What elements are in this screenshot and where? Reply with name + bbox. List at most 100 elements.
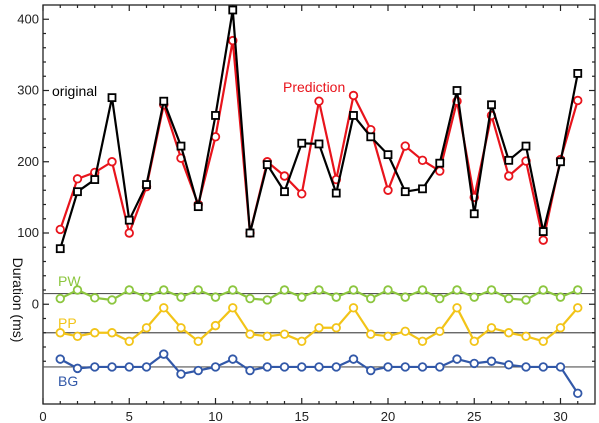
annotation-bg: BG <box>58 373 78 389</box>
x-tick-label: 5 <box>126 409 133 423</box>
point-prediction <box>348 90 359 101</box>
point-bg <box>279 362 290 372</box>
point-prediction <box>383 185 393 195</box>
point-prediction <box>538 235 548 245</box>
point-original <box>73 187 82 197</box>
point-pw <box>331 292 341 302</box>
point-pp <box>279 329 290 339</box>
y-tick-label: 100 <box>17 225 39 240</box>
point-pw <box>452 285 462 295</box>
point-pw <box>366 293 376 304</box>
point-pp <box>228 303 238 313</box>
point-original <box>418 184 427 194</box>
point-original <box>142 180 151 189</box>
point-pw <box>469 292 479 302</box>
point-pp <box>538 336 548 346</box>
point-pw <box>400 292 410 302</box>
x-tick-label: 20 <box>381 409 395 423</box>
point-bg <box>469 358 479 369</box>
point-bg <box>348 354 359 364</box>
point-original <box>538 227 548 236</box>
point-original <box>228 5 238 15</box>
y-tick-label: 400 <box>17 11 39 26</box>
point-bg <box>383 362 393 372</box>
point-bg <box>262 362 272 372</box>
point-bg <box>72 363 83 374</box>
point-pp <box>521 331 531 342</box>
point-original <box>400 187 410 197</box>
point-prediction <box>297 189 307 199</box>
point-bg <box>193 365 203 376</box>
point-original <box>211 111 220 120</box>
point-bg <box>90 362 100 372</box>
point-prediction <box>107 157 117 167</box>
point-bg <box>538 362 548 372</box>
point-original <box>349 111 358 120</box>
point-original <box>124 215 134 225</box>
point-original <box>521 141 531 151</box>
point-bg <box>228 354 238 364</box>
point-pp <box>366 329 376 339</box>
annotation-pp: PP <box>58 315 77 331</box>
point-original <box>193 202 203 212</box>
point-pp <box>297 336 307 346</box>
point-prediction <box>314 96 324 106</box>
point-original <box>556 157 565 167</box>
point-original <box>297 138 307 148</box>
point-pp <box>90 328 100 338</box>
point-bg <box>521 362 531 372</box>
point-pw <box>228 285 238 295</box>
point-bg <box>55 354 65 364</box>
point-original <box>262 160 272 170</box>
point-pw <box>486 285 497 295</box>
point-pp <box>159 303 169 313</box>
point-original <box>55 244 65 254</box>
point-pp <box>55 328 65 338</box>
point-pp <box>504 328 514 338</box>
series-line-bg <box>59 353 579 394</box>
point-bg <box>141 362 152 372</box>
x-tick-label: 0 <box>39 409 46 423</box>
point-bg <box>245 365 255 376</box>
point-original <box>245 228 255 238</box>
point-prediction <box>72 174 83 184</box>
point-pw <box>504 293 514 304</box>
point-bg <box>176 369 186 379</box>
point-prediction <box>124 228 134 238</box>
point-pw <box>555 292 566 302</box>
point-pp <box>573 303 583 313</box>
point-bg <box>435 362 445 372</box>
point-pp <box>314 323 324 333</box>
point-pp <box>176 323 186 333</box>
point-pp <box>331 323 341 333</box>
point-bg <box>486 356 497 366</box>
point-pp <box>417 336 428 346</box>
point-pw <box>383 285 393 295</box>
annotation-original: original <box>52 83 97 99</box>
point-pp <box>107 328 117 338</box>
point-pw <box>348 285 359 295</box>
point-pp <box>435 326 445 337</box>
point-bg <box>400 362 410 372</box>
point-pp <box>348 303 359 313</box>
point-original <box>452 86 462 95</box>
point-pp <box>555 323 566 333</box>
point-original <box>366 132 376 142</box>
point-bg <box>555 362 566 372</box>
y-tick-label: 300 <box>17 83 39 98</box>
point-original <box>487 100 496 110</box>
point-bg <box>314 362 324 372</box>
point-pp <box>469 336 479 346</box>
point-original <box>280 187 289 197</box>
point-pw <box>314 285 324 295</box>
point-bg <box>573 388 583 399</box>
point-bg <box>366 365 376 376</box>
point-prediction <box>400 141 410 151</box>
point-prediction <box>279 171 290 181</box>
point-bg <box>210 362 221 372</box>
point-pw <box>55 293 65 304</box>
x-tick-label: 10 <box>208 409 222 423</box>
y-axis-label: Duration (ms) <box>10 258 26 343</box>
point-pw <box>124 285 134 295</box>
point-pp <box>141 323 152 333</box>
